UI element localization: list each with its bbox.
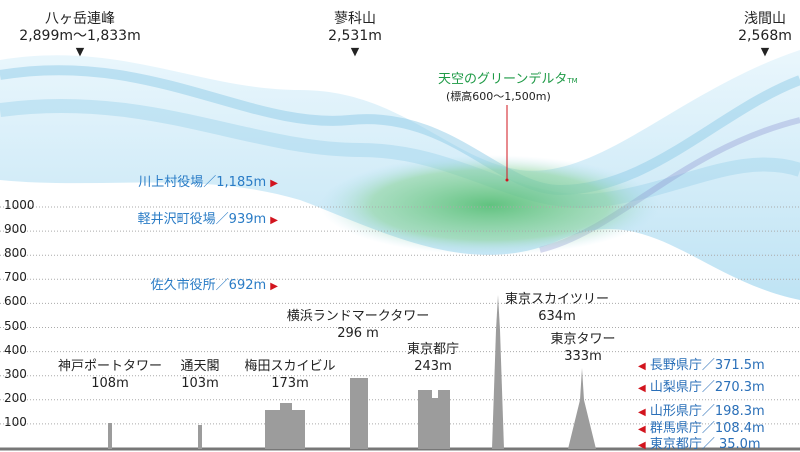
- building-tokyo-tower: 東京タワー 333m: [550, 331, 615, 365]
- y-tick-label: 300: [4, 366, 27, 381]
- peak-tateshina: 蓼科山 2,531m ▼: [328, 11, 382, 59]
- triangle-right-icon: ▶: [270, 215, 278, 226]
- peak-elevation: 2,531m: [328, 28, 382, 44]
- kobe-port-tower-shape: [108, 423, 112, 449]
- building-yokohama-landmark: 横浜ランドマークタワー 296 m: [287, 308, 429, 342]
- building-name: 東京都庁: [406, 342, 460, 357]
- green-delta-title: 天空のグリーンデルタTM: [438, 68, 578, 87]
- building-umeda-sky: 梅田スカイビル 173m: [244, 358, 335, 392]
- triangle-left-icon: ◀: [638, 407, 646, 418]
- green-delta-range: (標高600〜1,500m): [446, 90, 551, 103]
- peak-name: 蓼科山: [334, 11, 376, 27]
- office-kawakami: 川上村役場／1,185m ▶: [138, 171, 278, 190]
- triangle-left-icon: ◀: [638, 424, 646, 435]
- building-height: 103m: [181, 376, 219, 391]
- triangle-down-icon: ▼: [75, 45, 85, 58]
- peak-name: 八ヶ岳連峰: [45, 11, 115, 27]
- building-height: 108m: [91, 376, 129, 391]
- building-tokyo-skytree: 東京スカイツリー 634m: [505, 291, 609, 325]
- pref-yamanashi: ◀ 山梨県庁／270.3m: [638, 376, 765, 395]
- building-height: 333m: [564, 349, 602, 364]
- y-tick-label: 1000: [4, 198, 35, 212]
- y-tick-label: 600: [4, 294, 27, 309]
- y-tick-label: 700: [4, 270, 27, 285]
- building-name: 横浜ランドマークタワー: [286, 309, 430, 324]
- building-name: 東京スカイツリー: [504, 292, 610, 307]
- pref-label: 山梨県庁／270.3m: [649, 380, 765, 395]
- pref-nagano: ◀ 長野県庁／371.5m: [638, 354, 765, 373]
- y-tick-label: 800: [4, 246, 27, 261]
- triangle-left-icon: ◀: [638, 383, 646, 394]
- building-kobe-port-tower: 神戸ポートタワー 108m: [58, 358, 162, 392]
- y-tick-label: 900: [4, 222, 27, 237]
- building-height: 634m: [538, 309, 576, 324]
- building-tsutenkaku: 通天閣 103m: [180, 358, 219, 392]
- tsutenkaku-shape: [198, 425, 202, 449]
- yokohama-landmark-tower-shape: [350, 378, 368, 449]
- peak-elevation: 2,899m〜1,833m: [19, 28, 141, 44]
- triangle-right-icon: ▶: [270, 178, 278, 189]
- tokyo-skytree-shape: [492, 295, 504, 449]
- triangle-right-icon: ▶: [270, 281, 278, 292]
- y-tick-label: 400: [4, 342, 27, 357]
- peak-name: 浅間山: [744, 11, 786, 27]
- pref-label: 山形県庁／198.3m: [649, 404, 765, 419]
- wave-line: [0, 65, 800, 196]
- pref-label: 東京都庁／ 35.0m: [649, 437, 761, 452]
- y-tick-label: 100: [4, 414, 27, 429]
- peak-asama: 浅間山 2,568m ▼: [738, 11, 792, 59]
- green-delta-zone: [320, 155, 660, 255]
- building-height: 243m: [414, 359, 452, 374]
- tokyo-metropolitan-government-shape: [418, 390, 450, 449]
- pref-label: 長野県庁／371.5m: [649, 358, 765, 373]
- building-name: 東京タワー: [550, 332, 616, 347]
- green-delta-name: 天空のグリーンデルタ: [438, 72, 568, 87]
- gridlines: [0, 206, 800, 425]
- green-delta-pointer-dot: [505, 178, 509, 182]
- office-label: 軽井沢町役場／939m: [137, 212, 267, 227]
- buildings-silhouettes: [108, 295, 596, 449]
- peak-elevation: 2,568m: [738, 28, 792, 44]
- building-height: 173m: [271, 376, 309, 391]
- pref-yamagata: ◀ 山形県庁／198.3m: [638, 400, 765, 419]
- office-saku: 佐久市役所／692m ▶: [151, 274, 278, 293]
- y-tick-label: 500: [4, 318, 27, 333]
- office-label: 川上村役場／1,185m: [138, 175, 267, 190]
- umeda-sky-building-shape: [265, 403, 305, 449]
- building-name: 通天閣: [180, 359, 220, 374]
- office-karuizawa: 軽井沢町役場／939m ▶: [138, 208, 278, 227]
- triangle-down-icon: ▼: [350, 45, 360, 58]
- building-name: 梅田スカイビル: [244, 359, 336, 374]
- office-label: 佐久市役所／692m: [150, 278, 267, 293]
- triangle-left-icon: ◀: [638, 440, 646, 451]
- trademark: TM: [567, 77, 578, 85]
- building-tokyo-tocho: 東京都庁 243m: [407, 341, 459, 375]
- triangle-left-icon: ◀: [638, 361, 646, 372]
- y-tick-label: 200: [4, 390, 27, 405]
- peak-yatsugatake: 八ヶ岳連峰 2,899m〜1,833m ▼: [19, 11, 140, 59]
- building-name: 神戸ポートタワー: [57, 359, 163, 374]
- building-height: 296 m: [337, 326, 379, 341]
- tokyo-tower-shape: [568, 368, 596, 449]
- triangle-down-icon: ▼: [760, 45, 770, 58]
- pref-label: 群馬県庁／108.4m: [649, 421, 765, 436]
- pref-gunma: ◀ 群馬県庁／108.4m: [638, 417, 765, 436]
- pref-tokyo: ◀ 東京都庁／ 35.0m: [638, 433, 761, 452]
